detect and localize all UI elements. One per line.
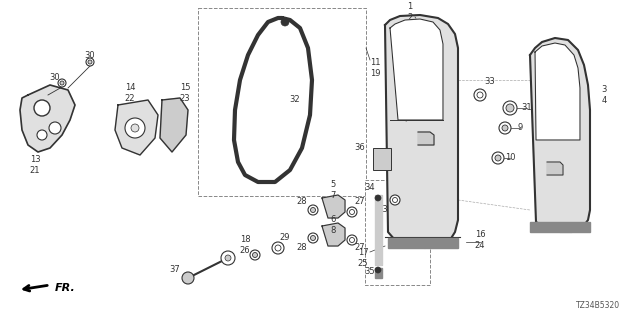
Circle shape	[495, 155, 501, 161]
Text: 9: 9	[517, 124, 523, 132]
Polygon shape	[115, 100, 158, 155]
Text: 36: 36	[355, 143, 365, 153]
Text: 37: 37	[170, 266, 180, 275]
Circle shape	[503, 101, 517, 115]
Text: 30: 30	[84, 51, 95, 60]
Text: 14
22: 14 22	[125, 83, 135, 103]
Text: 5
7: 5 7	[330, 180, 336, 200]
Circle shape	[375, 267, 381, 273]
Circle shape	[310, 236, 316, 241]
Text: FR.: FR.	[55, 283, 76, 293]
Circle shape	[347, 207, 357, 217]
Circle shape	[253, 252, 257, 258]
Text: 1
2: 1 2	[408, 2, 413, 22]
Circle shape	[474, 89, 486, 101]
Circle shape	[347, 235, 357, 245]
Circle shape	[131, 124, 139, 132]
Text: 13
21: 13 21	[29, 155, 40, 175]
Text: TZ34B5320: TZ34B5320	[576, 301, 620, 310]
Polygon shape	[160, 98, 188, 152]
Text: 33: 33	[484, 77, 495, 86]
Text: 12
20: 12 20	[399, 98, 409, 118]
Text: 18
26: 18 26	[240, 235, 250, 255]
Circle shape	[49, 122, 61, 134]
Polygon shape	[418, 132, 434, 145]
Polygon shape	[322, 195, 345, 218]
Circle shape	[60, 81, 64, 85]
Text: 3
4: 3 4	[602, 85, 607, 105]
Text: 28: 28	[297, 197, 307, 206]
Circle shape	[349, 210, 355, 214]
Circle shape	[349, 237, 355, 243]
Bar	[365, 180, 430, 285]
Text: 10: 10	[505, 154, 515, 163]
Circle shape	[125, 118, 145, 138]
Polygon shape	[535, 43, 580, 140]
Circle shape	[499, 122, 511, 134]
Circle shape	[182, 272, 194, 284]
Circle shape	[308, 233, 318, 243]
Text: 33: 33	[378, 205, 388, 214]
Text: 6
8: 6 8	[330, 215, 336, 235]
Circle shape	[88, 60, 92, 64]
Text: 30: 30	[50, 74, 60, 83]
Bar	[198, 8, 366, 196]
Text: 28: 28	[297, 244, 307, 252]
Circle shape	[392, 197, 397, 203]
Text: 15
23: 15 23	[180, 83, 190, 103]
Circle shape	[272, 242, 284, 254]
Text: 27: 27	[355, 197, 365, 206]
Circle shape	[58, 79, 66, 87]
Polygon shape	[375, 195, 382, 265]
Text: 17
25: 17 25	[358, 248, 368, 268]
Polygon shape	[530, 222, 590, 232]
Bar	[373, 148, 391, 170]
Circle shape	[390, 195, 400, 205]
Polygon shape	[20, 85, 75, 152]
Circle shape	[225, 255, 231, 261]
Circle shape	[375, 195, 381, 201]
Circle shape	[502, 125, 508, 131]
Circle shape	[86, 58, 94, 66]
Polygon shape	[385, 15, 458, 248]
Text: 27: 27	[355, 244, 365, 252]
Circle shape	[34, 100, 50, 116]
Circle shape	[492, 152, 504, 164]
Polygon shape	[390, 19, 443, 120]
Polygon shape	[388, 238, 458, 248]
Text: 11
19: 11 19	[370, 58, 380, 78]
Circle shape	[275, 245, 281, 251]
Circle shape	[506, 104, 514, 112]
Text: 29: 29	[280, 234, 291, 243]
Polygon shape	[547, 162, 563, 175]
Circle shape	[308, 205, 318, 215]
Polygon shape	[530, 38, 590, 232]
Circle shape	[281, 18, 289, 26]
Text: 35: 35	[365, 268, 375, 276]
Text: 32: 32	[290, 95, 300, 105]
Text: 31: 31	[522, 103, 532, 113]
Circle shape	[310, 207, 316, 212]
Text: 16
24: 16 24	[475, 230, 485, 250]
Polygon shape	[322, 223, 345, 246]
Circle shape	[221, 251, 235, 265]
Circle shape	[250, 250, 260, 260]
Circle shape	[37, 130, 47, 140]
Circle shape	[477, 92, 483, 98]
Polygon shape	[375, 268, 382, 278]
Text: 34: 34	[365, 183, 375, 193]
